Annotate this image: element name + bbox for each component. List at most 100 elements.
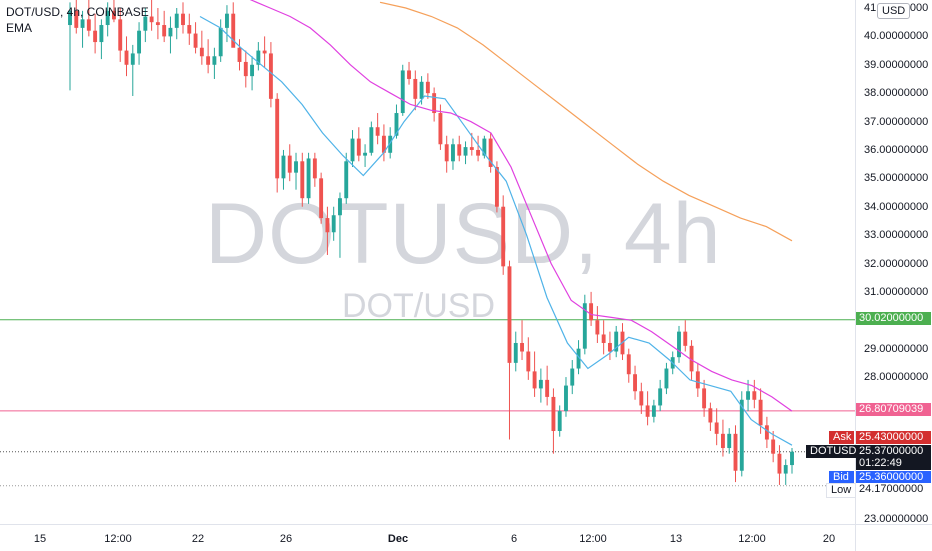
time-axis[interactable]: 15 12:00 22 26 Dec 6 12:00 13 12:00 20 — [0, 524, 855, 551]
candle-body — [494, 166, 499, 207]
candle-body — [381, 135, 386, 153]
horizontal-line-price-pink: 26.80709039 — [856, 403, 931, 416]
candle-body — [463, 147, 468, 156]
candle-body — [74, 10, 79, 28]
candle-body — [193, 33, 198, 48]
symbol-last-label: DOTUSD — [806, 445, 861, 458]
horizontal-line-price-green: 30.02000000 — [856, 312, 931, 325]
candle-body — [407, 70, 411, 79]
candle-body — [790, 451, 794, 466]
candle-body — [651, 405, 656, 417]
time-tick-label: 12:00 — [579, 533, 607, 545]
candle-body — [375, 127, 380, 136]
candle-body — [444, 144, 449, 162]
price-tick-label: 40.00000000 — [864, 30, 929, 43]
candle-body — [294, 161, 298, 173]
candle-body — [137, 30, 142, 54]
candle-body — [338, 198, 342, 216]
price-tick-label: 23.00000000 — [864, 513, 929, 525]
candle-body — [181, 13, 185, 26]
bar-countdown: 01:22:49 — [856, 457, 931, 470]
indicator-ema-label[interactable]: EMA — [6, 21, 33, 35]
time-tick-label: 20 — [822, 533, 836, 545]
candle-body — [312, 158, 317, 179]
candle-body — [413, 78, 418, 99]
time-tick-label: 22 — [191, 533, 205, 545]
candle-body — [771, 439, 776, 454]
candle-body — [243, 61, 248, 77]
price-tick-label: 28.00000000 — [864, 371, 929, 384]
candle-body — [237, 47, 242, 62]
last-price: 25.37000000 — [856, 445, 931, 458]
price-tick-label: 38.00000000 — [864, 87, 929, 100]
candle-body — [438, 113, 443, 145]
ema-fast-line — [199, 15, 793, 446]
candle-body — [764, 425, 769, 440]
candle-body — [507, 266, 512, 363]
candle-body — [325, 218, 330, 233]
candle-body — [262, 50, 267, 54]
candle-body — [746, 391, 750, 400]
candle-body — [664, 368, 669, 389]
axis-corner — [855, 524, 932, 551]
candle-body — [607, 342, 612, 352]
candle-body — [331, 215, 336, 233]
candle-body — [727, 433, 732, 449]
symbol-watermark: DOTUSD, 4h — [205, 186, 722, 282]
candle-body — [356, 138, 361, 156]
price-tick-label: 33.00000000 — [864, 229, 929, 242]
low-label: Low — [826, 483, 857, 498]
candle-body — [231, 13, 236, 48]
candle-body — [124, 50, 129, 65]
candle-body — [513, 342, 518, 363]
candle-body — [225, 13, 229, 28]
currency-button[interactable]: USD — [877, 3, 911, 19]
chart-legend: DOT/USD, 4h, COINBASE EMA — [6, 4, 149, 36]
candle-body — [319, 178, 324, 219]
candle-body — [187, 25, 192, 34]
candle-body — [532, 371, 537, 389]
candle-body — [526, 351, 531, 372]
candle-body — [369, 127, 374, 153]
price-tick-label: 36.00000000 — [864, 143, 929, 156]
candle-body — [344, 161, 349, 199]
candle-body — [589, 303, 594, 321]
candle-body — [595, 320, 600, 335]
symbol-title[interactable]: DOT/USD, 4h, COINBASE — [6, 5, 149, 19]
candle-body — [501, 206, 506, 267]
price-tick-label: 35.00000000 — [864, 172, 929, 185]
candle-body — [425, 81, 430, 94]
candle-body — [639, 391, 644, 406]
chart-pane[interactable]: DOTUSD, 4h DOT/USD DOT/USD, 4h, COINBASE… — [0, 0, 855, 524]
time-tick-label: 13 — [669, 533, 683, 545]
candle-body — [93, 30, 98, 43]
candle-body — [601, 334, 606, 343]
candle-body — [281, 155, 286, 179]
candle-body — [739, 399, 744, 471]
candle-body — [714, 422, 719, 434]
candle-body — [394, 113, 399, 136]
price-tick-label: 34.00000000 — [864, 200, 929, 213]
candle-body — [614, 331, 619, 352]
candle-body — [551, 396, 556, 431]
candle-body — [118, 19, 123, 51]
candle-body — [400, 70, 405, 114]
candle-body — [689, 345, 694, 372]
candle-body — [268, 53, 273, 99]
candle-body — [633, 374, 637, 392]
time-tick-label: 6 — [510, 533, 518, 545]
candle-body — [482, 138, 487, 156]
candle-body — [363, 152, 368, 156]
candle-body — [538, 379, 543, 389]
ema-slow-line — [379, 1, 793, 242]
candle-body — [300, 161, 305, 199]
candle-body — [708, 408, 713, 423]
candle-body — [306, 158, 311, 199]
price-tick-label: 39.00000000 — [864, 58, 929, 71]
ask-label: Ask — [829, 431, 854, 444]
candle-body — [783, 465, 788, 474]
price-chart[interactable] — [0, 0, 855, 524]
price-tick-label: 31.00000000 — [864, 285, 929, 298]
candle-body — [168, 27, 173, 37]
candle-body — [557, 411, 562, 431]
